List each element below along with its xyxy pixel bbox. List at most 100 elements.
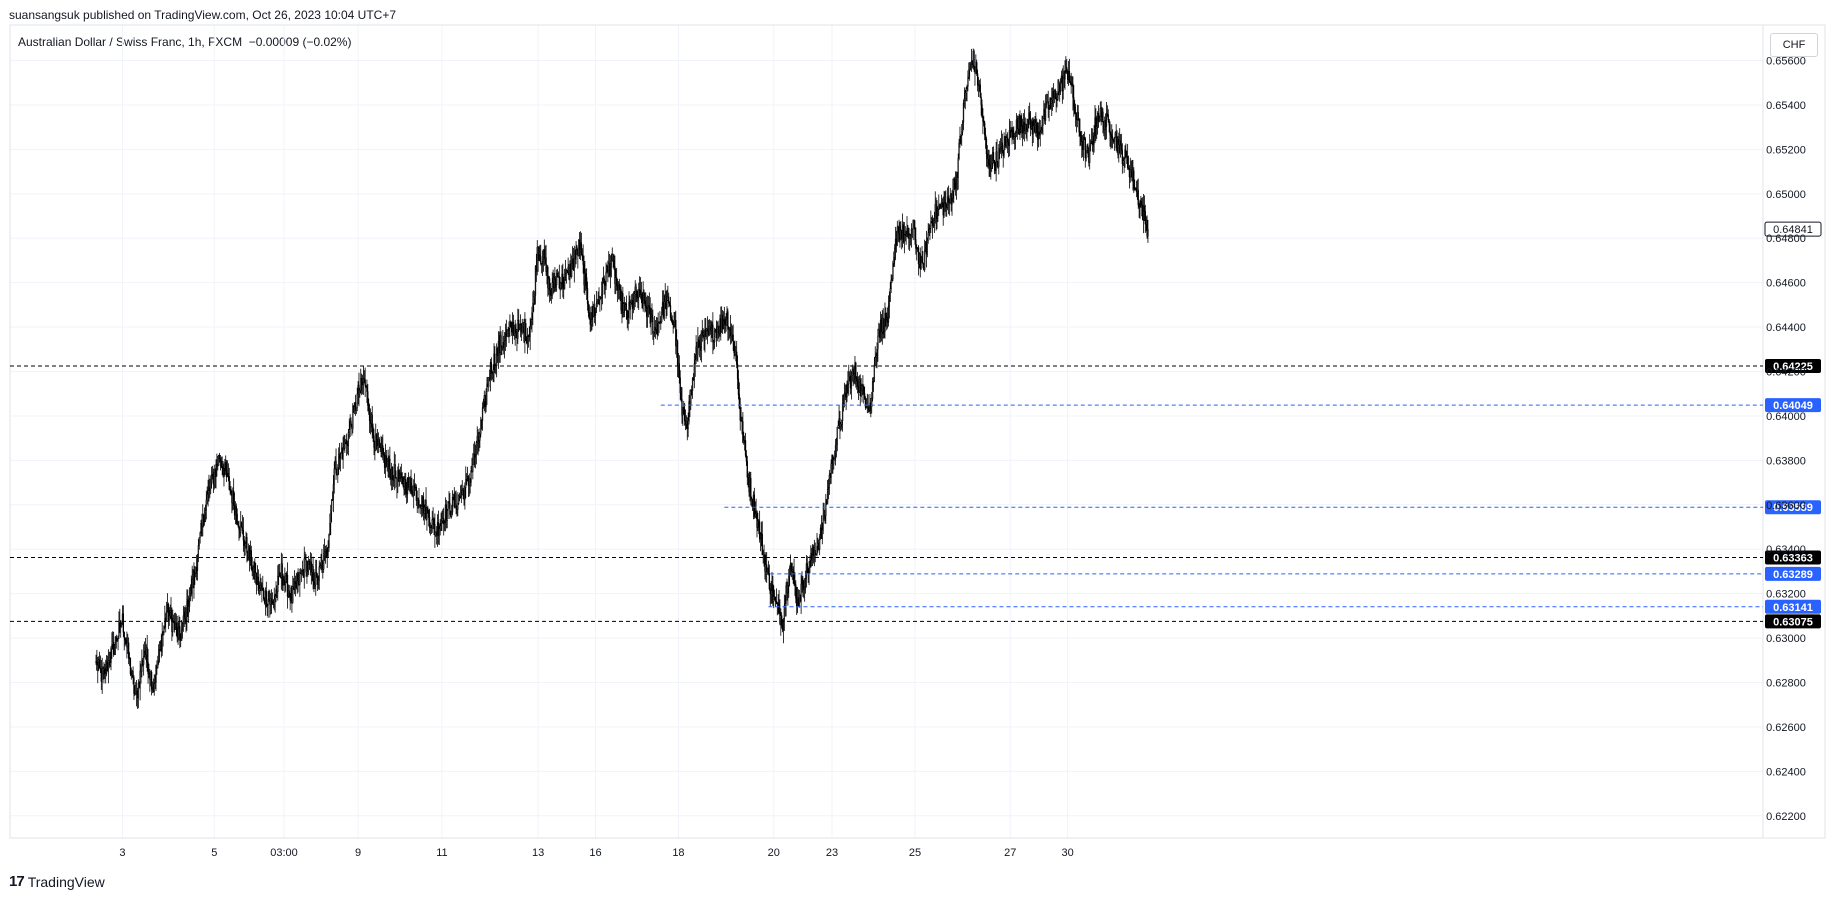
level-label-box bbox=[1765, 398, 1821, 413]
candle-body bbox=[488, 377, 490, 388]
candle-body bbox=[906, 228, 908, 235]
candle-body bbox=[835, 444, 838, 446]
candle-body bbox=[691, 378, 694, 391]
candle-body bbox=[158, 649, 160, 662]
candle-body bbox=[170, 610, 172, 619]
candle-body bbox=[362, 378, 365, 385]
candle-body bbox=[626, 310, 628, 320]
candle-body bbox=[1066, 67, 1068, 73]
candle-body bbox=[646, 307, 649, 317]
candle-body bbox=[806, 563, 808, 571]
candle-body bbox=[266, 605, 268, 608]
candle-body bbox=[645, 305, 647, 308]
candle-body bbox=[983, 120, 985, 124]
candle-body bbox=[836, 426, 838, 445]
candle-body bbox=[821, 529, 823, 539]
candle-body bbox=[293, 581, 296, 590]
candle-body bbox=[622, 293, 624, 313]
candle-body bbox=[931, 218, 934, 226]
candle-body bbox=[685, 423, 688, 429]
candle-body bbox=[372, 426, 374, 437]
candle-body bbox=[240, 522, 242, 533]
candle-body bbox=[575, 246, 577, 260]
candle-body bbox=[1105, 113, 1108, 128]
candle-body bbox=[415, 486, 417, 501]
candle-body bbox=[551, 282, 553, 296]
symbol-legend[interactable]: Australian Dollar / Swiss Franc, 1h, FXC… bbox=[18, 35, 352, 49]
candle-body bbox=[1084, 138, 1086, 159]
candle-body bbox=[581, 253, 583, 257]
candle-body bbox=[921, 257, 923, 263]
tradingview-logo-icon: 17 bbox=[9, 873, 25, 890]
level-label-box bbox=[1765, 599, 1821, 614]
candle-body bbox=[778, 602, 780, 613]
candle-body bbox=[462, 489, 464, 492]
candle-body bbox=[1125, 149, 1127, 157]
candle-body bbox=[373, 435, 375, 448]
candle-body bbox=[605, 271, 607, 286]
candle-body bbox=[623, 303, 625, 313]
candle-body bbox=[133, 677, 135, 694]
candle-body bbox=[410, 482, 412, 492]
candle-body bbox=[1074, 107, 1076, 114]
candle-body bbox=[125, 639, 127, 645]
currency-button[interactable]: CHF bbox=[1770, 33, 1818, 57]
candle-body bbox=[722, 319, 725, 330]
candle-body bbox=[1062, 77, 1064, 92]
price-tick-label: 0.65200 bbox=[1766, 144, 1806, 156]
candle-body bbox=[595, 303, 598, 313]
candle-body bbox=[687, 420, 689, 430]
candle-body bbox=[193, 570, 195, 589]
candle-body bbox=[168, 616, 170, 622]
candle-body bbox=[1137, 189, 1139, 205]
candle-body bbox=[135, 693, 137, 695]
candle-body bbox=[375, 434, 378, 441]
candle-body bbox=[391, 467, 394, 480]
candle-body bbox=[110, 648, 112, 664]
candle-body bbox=[890, 279, 892, 290]
candle-body bbox=[657, 322, 659, 335]
candle-body bbox=[587, 303, 590, 313]
candle-body bbox=[533, 294, 536, 297]
candle-body bbox=[840, 423, 842, 427]
candle-body bbox=[447, 501, 449, 511]
candle-body bbox=[910, 228, 913, 236]
tradingview-footer[interactable]: 17 TradingView bbox=[9, 873, 105, 890]
candle-body bbox=[538, 254, 540, 261]
candle-body bbox=[265, 590, 267, 608]
candle-body bbox=[839, 418, 841, 427]
candle-body bbox=[122, 613, 125, 633]
candle-body bbox=[837, 425, 839, 428]
candle-body bbox=[654, 327, 657, 330]
candle-body bbox=[668, 302, 671, 306]
candle-body bbox=[816, 545, 818, 555]
tradingview-brand: TradingView bbox=[27, 873, 105, 890]
candle-body bbox=[526, 335, 529, 344]
candle-body bbox=[610, 260, 613, 268]
candle-body bbox=[693, 363, 695, 380]
candle-body bbox=[790, 563, 793, 572]
candle-body bbox=[323, 550, 326, 555]
candle-body bbox=[303, 558, 305, 578]
candle-body bbox=[828, 474, 831, 488]
level-label-box bbox=[1765, 500, 1821, 515]
candle-body bbox=[364, 379, 366, 386]
candle-body bbox=[335, 460, 337, 474]
candle-body bbox=[1041, 125, 1043, 131]
candle-body bbox=[428, 509, 430, 518]
pane-border bbox=[9, 24, 1826, 839]
candle-body bbox=[822, 514, 824, 531]
candle-body bbox=[758, 520, 760, 523]
candle-body bbox=[227, 473, 230, 477]
candle-body bbox=[128, 642, 130, 659]
candle-body bbox=[250, 550, 252, 570]
candle-body bbox=[242, 529, 245, 541]
candle-body bbox=[533, 296, 535, 304]
candle-body bbox=[1123, 158, 1125, 162]
candle-body bbox=[882, 317, 884, 334]
candle-body bbox=[745, 454, 748, 462]
candle-body bbox=[737, 378, 740, 396]
candle-body bbox=[600, 296, 602, 299]
candle-body bbox=[179, 626, 181, 639]
